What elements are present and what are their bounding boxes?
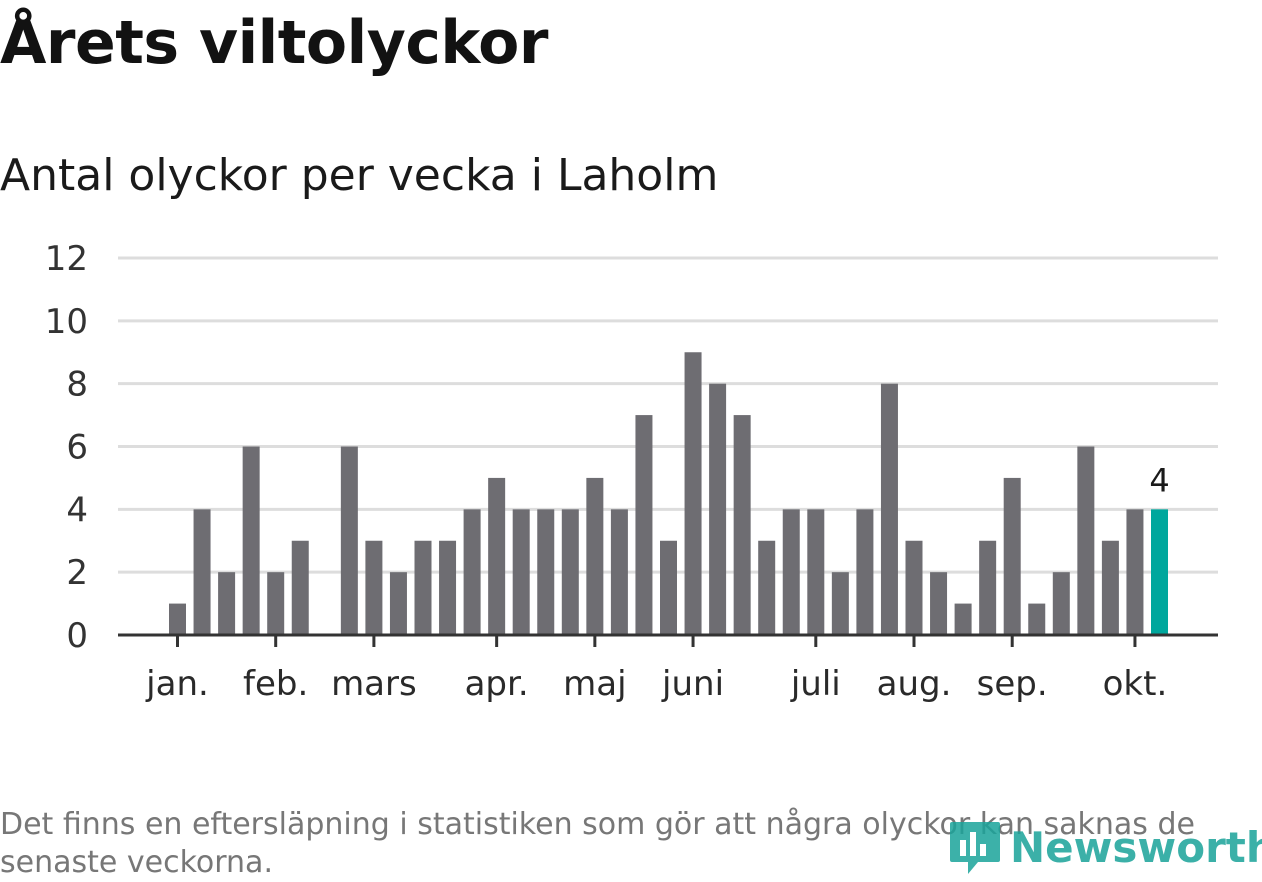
bars xyxy=(169,352,1168,635)
bar xyxy=(463,509,481,635)
x-tick-label: aug. xyxy=(877,664,952,704)
chart-title: Årets viltolyckor xyxy=(0,8,549,78)
bar xyxy=(389,572,407,635)
y-axis-ticks: 0 2 4 6 8 10 12 xyxy=(45,239,88,656)
bar xyxy=(218,572,236,635)
bar xyxy=(1003,477,1021,635)
bar xyxy=(267,572,285,635)
bar xyxy=(586,477,604,635)
y-tick-label: 10 xyxy=(45,302,88,342)
bar xyxy=(979,540,997,635)
bar xyxy=(488,477,506,635)
x-tick-label: sep. xyxy=(977,664,1048,704)
bar-chart-logo-icon xyxy=(950,822,1000,874)
bar xyxy=(660,540,677,635)
bar xyxy=(365,540,383,635)
bar xyxy=(193,509,211,635)
y-tick-label: 4 xyxy=(66,490,88,530)
bar xyxy=(954,603,972,635)
y-tick-label: 8 xyxy=(66,365,88,405)
bar xyxy=(291,540,309,635)
bar xyxy=(733,415,751,635)
chart-subtitle: Antal olyckor per vecka i Laholm xyxy=(0,150,719,201)
bar xyxy=(1028,603,1046,635)
bar xyxy=(684,352,702,635)
x-axis: jan. feb. mars apr. maj juni juli aug. sep. okt. xyxy=(118,633,1218,704)
bar xyxy=(340,446,358,635)
bar xyxy=(930,572,948,635)
bar xyxy=(242,446,260,635)
bar xyxy=(1126,509,1144,635)
bar xyxy=(1101,540,1119,635)
bar xyxy=(610,509,628,635)
bar-chart: 0 2 4 6 8 10 12 jan. feb. mars apr. maj juni juli aug… xyxy=(45,239,1218,704)
y-tick-label: 6 xyxy=(66,428,88,468)
bar-highlight xyxy=(1151,509,1168,635)
bar xyxy=(439,540,457,635)
x-tick-label: mars xyxy=(331,664,417,704)
bar xyxy=(782,509,800,635)
x-tick-label: apr. xyxy=(465,664,529,704)
bar xyxy=(561,509,579,635)
grid-lines xyxy=(118,256,1218,574)
data-label-latest: 4 xyxy=(1149,461,1169,499)
bar xyxy=(537,509,555,635)
bar xyxy=(1077,446,1095,635)
bar xyxy=(758,540,776,635)
logo-text: Newsworthy xyxy=(1010,822,1262,872)
y-tick-label: 12 xyxy=(45,239,88,279)
data-labels: 4 xyxy=(1149,461,1169,499)
x-tick-label: feb. xyxy=(243,664,308,704)
bar xyxy=(1052,572,1070,635)
bar xyxy=(512,509,530,635)
x-tick-label: jan. xyxy=(145,664,209,704)
bar xyxy=(169,603,186,635)
x-tick-label: juni xyxy=(661,664,724,704)
bar xyxy=(635,415,653,635)
x-tick-label: maj xyxy=(563,664,626,704)
bar xyxy=(831,572,849,635)
bar xyxy=(709,383,727,635)
y-tick-label: 2 xyxy=(66,553,88,593)
bar xyxy=(807,509,825,635)
x-tick-label: juli xyxy=(790,664,841,704)
x-tick-label: okt. xyxy=(1103,664,1168,704)
bar xyxy=(905,540,923,635)
bar xyxy=(856,509,874,635)
newsworthy-logo: Newsworthy xyxy=(948,816,1262,878)
bar xyxy=(880,383,898,635)
y-tick-label: 0 xyxy=(66,616,88,656)
bar xyxy=(414,540,432,635)
